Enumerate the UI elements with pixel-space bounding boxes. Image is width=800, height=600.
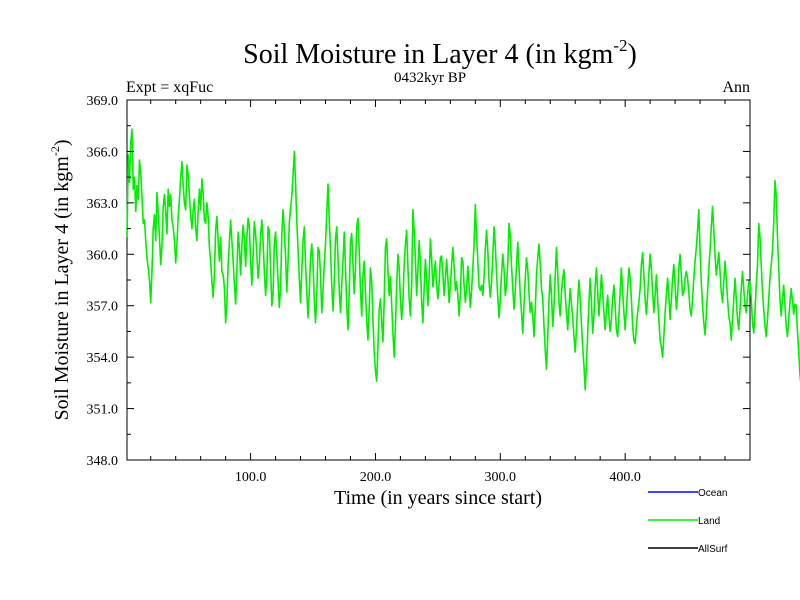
x-tick-label: 400.0 [609,470,641,485]
y-tick-label: 360.0 [87,248,119,263]
y-tick-label: 363.0 [87,197,119,212]
x-tick-label: 100.0 [235,470,267,485]
legend-label-ocean: Ocean [698,488,727,499]
y-tick-label: 348.0 [87,454,119,469]
y-tick-label: 357.0 [87,300,119,315]
x-axis-label: Time (in years since start) [334,487,542,509]
experiment-label: Expt = xqFuc [126,79,213,96]
y-tick-label: 354.0 [87,351,119,366]
series-line-land [126,128,800,391]
chart-subtitle: 0432kyr BP [394,70,466,86]
y-axis-label: Soil Moisture in Layer 4 (in kgm-2) [48,139,73,420]
chart-title: Soil Moisture in Layer 4 (in kgm-2) [243,36,637,70]
y-tick-label: 366.0 [87,145,119,160]
series-group [126,128,800,391]
legend-label-allsurf: AllSurf [698,544,728,555]
x-tick-label: 200.0 [360,470,392,485]
season-label: Ann [722,79,750,96]
x-tick-label: 300.0 [485,470,517,485]
ticks-group: 348.0 351.0 354.0 357.0 360.0 363.0 366.0 369.0… [87,94,750,485]
y-tick-label: 351.0 [87,403,119,418]
legend: Ocean Land AllSurf [648,488,728,555]
y-axis-label-superscript: -2 [48,146,62,156]
legend-label-land: Land [698,516,720,527]
y-tick-label: 369.0 [87,94,119,109]
chart-title-superscript: -2 [613,36,627,55]
